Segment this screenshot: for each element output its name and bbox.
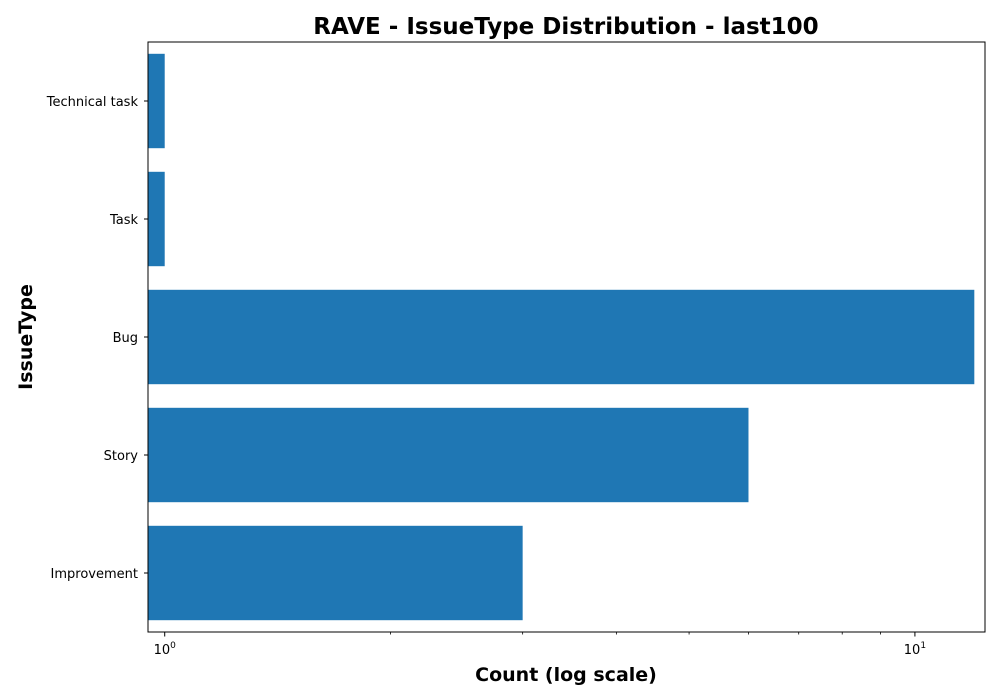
bar-task (148, 171, 165, 267)
x-tick-base: 10 (154, 643, 171, 658)
x-tick-base: 10 (904, 643, 921, 658)
bar-bug (148, 289, 975, 385)
y-tick-label: Bug (113, 331, 138, 346)
y-tick-label: Task (109, 213, 139, 228)
x-tick-exponent: 1 (920, 641, 926, 651)
y-tick-label: Story (104, 449, 139, 464)
x-tick-exponent: 0 (170, 641, 176, 651)
y-tick-label: Technical task (46, 95, 139, 110)
bar-story (148, 407, 749, 503)
chart-title: RAVE - IssueType Distribution - last100 (313, 14, 818, 40)
x-axis: 100 101 (154, 632, 926, 658)
y-axis-label: IssueType (15, 284, 37, 390)
x-axis-label: Count (log scale) (475, 664, 657, 686)
y-tick-label: Improvement (51, 567, 138, 582)
x-tick-label: 100 (154, 641, 177, 658)
x-tick-label: 101 (904, 641, 926, 658)
bar-improvement (148, 525, 523, 621)
bars-group (148, 53, 975, 621)
y-axis: Improvement Story Bug Task Technical task (46, 95, 148, 582)
bar-technical-task (148, 53, 165, 149)
